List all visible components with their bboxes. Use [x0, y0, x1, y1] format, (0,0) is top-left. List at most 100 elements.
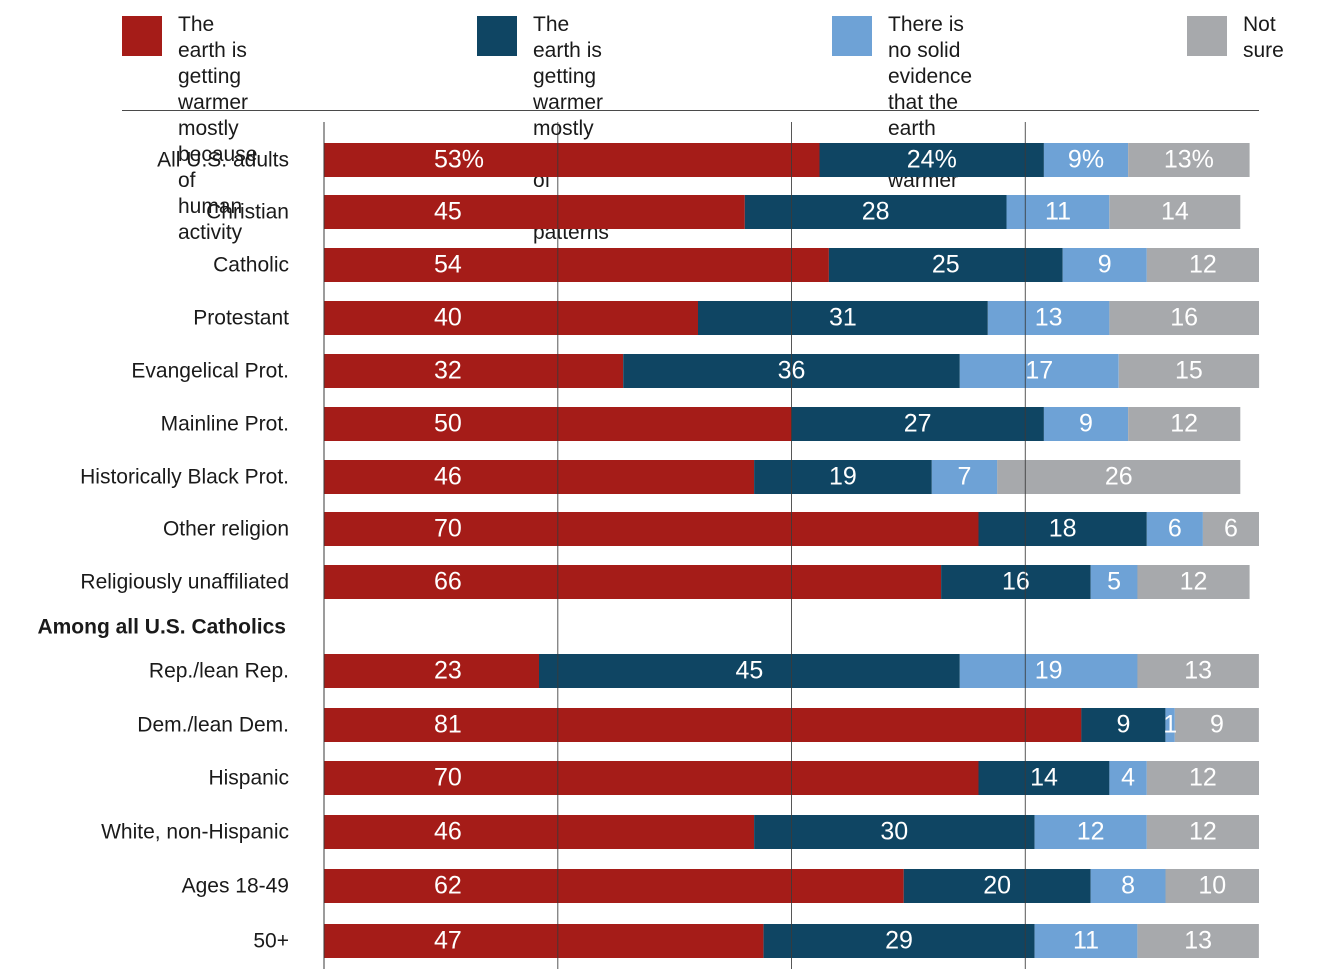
- bar-segment-no-evidence: [931, 460, 998, 494]
- bar-segment-natural-patterns: [754, 460, 932, 494]
- value-label-no-evidence: 8: [1121, 872, 1135, 900]
- row-label: Ages 18-49: [182, 875, 289, 898]
- value-label-not-sure: 15: [1175, 357, 1203, 385]
- bar-segment-natural-patterns: [763, 924, 1035, 958]
- value-label-human-activity: 45: [434, 198, 462, 226]
- value-label-human-activity: 46: [434, 818, 462, 846]
- value-label-not-sure: 9: [1210, 711, 1224, 739]
- legend-divider: [122, 110, 1259, 111]
- bar-segment-human-activity: [324, 301, 698, 335]
- bar-segment-human-activity: [324, 708, 1082, 742]
- bar-segment-human-activity: [324, 248, 829, 282]
- legend-label-not-sure: Not sure: [1243, 13, 1284, 62]
- bar-segment-human-activity: [324, 869, 904, 903]
- value-label-human-activity: 40: [434, 304, 462, 332]
- value-label-natural-patterns: 29: [885, 927, 913, 955]
- bar-segment-not-sure: [1137, 924, 1259, 958]
- value-label-no-evidence: 1: [1163, 711, 1177, 739]
- bar-segment-no-evidence: [1165, 708, 1175, 742]
- bar-segment-human-activity: [324, 924, 764, 958]
- group-header-label: Among all U.S. Catholics: [37, 616, 286, 639]
- value-label-human-activity: 70: [434, 515, 462, 543]
- bar-segment-no-evidence: [1034, 924, 1138, 958]
- bar-segment-human-activity: [324, 143, 820, 177]
- value-label-no-evidence: 9: [1079, 410, 1093, 438]
- row-label: Other religion: [163, 518, 289, 541]
- value-label-no-evidence: 17: [1025, 357, 1053, 385]
- row-label: White, non-Hispanic: [101, 821, 289, 844]
- bar-segment-not-sure: [1165, 869, 1259, 903]
- bar-segment-human-activity: [324, 354, 624, 388]
- value-label-no-evidence: 13: [1035, 304, 1063, 332]
- bar-segment-no-evidence: [1090, 869, 1166, 903]
- bar-segment-not-sure: [1146, 248, 1259, 282]
- bar-segment-natural-patterns: [539, 654, 960, 688]
- value-label-not-sure: 12: [1180, 568, 1208, 596]
- legend: The earth is getting warmer mostly becau…: [0, 0, 1334, 244]
- value-label-natural-patterns: 24%: [907, 146, 957, 174]
- row-label: Evangelical Prot.: [131, 360, 289, 383]
- value-label-natural-patterns: 28: [862, 198, 890, 226]
- bar-segment-not-sure: [1137, 565, 1250, 599]
- value-label-no-evidence: 5: [1107, 568, 1121, 596]
- bar-segment-natural-patterns: [978, 761, 1110, 795]
- bar-segment-not-sure: [1128, 143, 1250, 177]
- bar-segment-human-activity: [324, 512, 979, 546]
- value-label-natural-patterns: 31: [829, 304, 857, 332]
- value-label-not-sure: 12: [1170, 410, 1198, 438]
- value-label-natural-patterns: 30: [880, 818, 908, 846]
- value-label-human-activity: 47: [434, 927, 462, 955]
- bar-segment-not-sure: [1146, 815, 1259, 849]
- value-label-human-activity: 70: [434, 764, 462, 792]
- bar-segment-no-evidence: [1043, 143, 1128, 177]
- bar-segment-not-sure: [1118, 354, 1260, 388]
- value-label-human-activity: 32: [434, 357, 462, 385]
- bar-segment-no-evidence: [1109, 761, 1147, 795]
- value-label-natural-patterns: 18: [1049, 515, 1077, 543]
- legend-swatch-no-evidence: [832, 16, 872, 56]
- bar-segment-human-activity: [324, 565, 942, 599]
- legend-swatch-natural-patterns: [477, 16, 517, 56]
- row-label: All U.S. adults: [157, 149, 289, 172]
- value-label-no-evidence: 19: [1035, 657, 1063, 685]
- bar-segment-no-evidence: [959, 354, 1119, 388]
- value-label-no-evidence: 11: [1045, 198, 1071, 226]
- value-label-not-sure: 13%: [1164, 146, 1214, 174]
- bar-segment-human-activity: [324, 761, 979, 795]
- row-label: Rep./lean Rep.: [149, 660, 289, 683]
- value-label-not-sure: 12: [1189, 764, 1217, 792]
- bar-segment-no-evidence: [1146, 512, 1203, 546]
- legend-swatch-not-sure: [1187, 16, 1227, 56]
- bar-segment-no-evidence: [1090, 565, 1138, 599]
- value-label-human-activity: 23: [434, 657, 462, 685]
- value-label-not-sure: 26: [1105, 463, 1133, 491]
- bar-segment-natural-patterns: [698, 301, 988, 335]
- bar-segment-not-sure: [997, 460, 1241, 494]
- bar-segment-natural-patterns: [744, 195, 1007, 229]
- row-label: Hispanic: [208, 767, 289, 790]
- bar-segment-not-sure: [1137, 654, 1259, 688]
- bar-segment-not-sure: [1202, 512, 1259, 546]
- value-label-natural-patterns: 20: [983, 872, 1011, 900]
- value-label-no-evidence: 4: [1121, 764, 1135, 792]
- row-label: Mainline Prot.: [161, 413, 289, 436]
- bar-segment-human-activity: [324, 195, 745, 229]
- value-label-no-evidence: 6: [1168, 515, 1182, 543]
- bar-segment-natural-patterns: [978, 512, 1147, 546]
- value-label-human-activity: 50: [434, 410, 462, 438]
- value-label-human-activity: 46: [434, 463, 462, 491]
- value-label-natural-patterns: 19: [829, 463, 857, 491]
- value-label-not-sure: 12: [1189, 251, 1217, 279]
- bar-segment-no-evidence: [1062, 248, 1147, 282]
- row-label: Religiously unaffiliated: [80, 571, 289, 594]
- row-label: Historically Black Prot.: [80, 466, 289, 489]
- value-label-natural-patterns: 9: [1116, 711, 1130, 739]
- value-label-not-sure: 16: [1170, 304, 1198, 332]
- bar-segment-natural-patterns: [819, 143, 1044, 177]
- value-label-no-evidence: 9: [1098, 251, 1112, 279]
- bar-segment-human-activity: [324, 654, 539, 688]
- bar-segment-human-activity: [324, 460, 755, 494]
- bar-segment-not-sure: [1174, 708, 1259, 742]
- row-label: Protestant: [193, 307, 289, 330]
